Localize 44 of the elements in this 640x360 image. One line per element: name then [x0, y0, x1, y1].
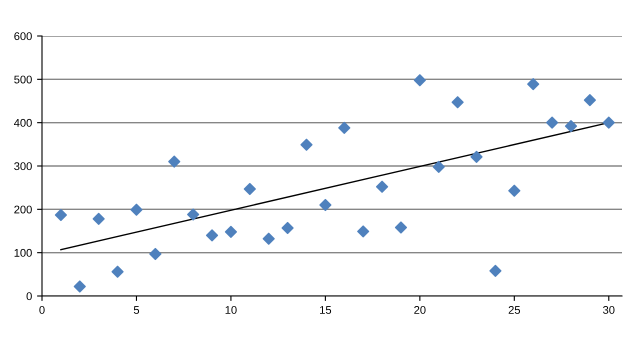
point: [244, 182, 256, 196]
point: [470, 150, 483, 163]
x-tick-label: 15: [320, 306, 332, 314]
x-tick-label: 5: [134, 306, 140, 314]
point: [206, 229, 218, 242]
point: [187, 208, 200, 221]
point: [224, 226, 237, 238]
y-tick-label: 300: [14, 162, 32, 170]
y-tick-label: 600: [14, 32, 32, 40]
point: [432, 160, 445, 173]
y-tick-label: 200: [14, 206, 32, 214]
point: [54, 208, 67, 222]
point: [508, 184, 520, 197]
x-tick-label: 0: [39, 306, 45, 314]
point: [546, 116, 558, 129]
y-tick-label: 400: [14, 118, 32, 127]
point: [319, 198, 332, 212]
y-tick-label: 100: [14, 248, 32, 257]
point: [452, 96, 464, 108]
x-tick-label: 25: [508, 306, 520, 314]
point: [394, 221, 408, 234]
point: [282, 222, 294, 234]
point: [527, 78, 540, 90]
point: [92, 212, 105, 225]
point: [300, 138, 313, 151]
point: [414, 74, 426, 86]
point: [564, 120, 578, 132]
point: [338, 122, 350, 134]
point: [357, 225, 370, 238]
point: [74, 280, 86, 293]
y-tick-label: 0: [26, 292, 32, 300]
y-tick-label: 500: [14, 76, 32, 84]
point: [168, 156, 180, 168]
x-tick-label: 10: [226, 306, 237, 314]
x-tick-label: 30: [603, 306, 615, 314]
point: [489, 264, 502, 277]
x-tick-label: 20: [414, 306, 426, 314]
point: [584, 94, 596, 106]
point: [111, 266, 124, 278]
point: [376, 180, 388, 193]
point: [130, 204, 143, 216]
point: [262, 232, 275, 245]
point: [149, 248, 162, 260]
point: [602, 116, 615, 129]
